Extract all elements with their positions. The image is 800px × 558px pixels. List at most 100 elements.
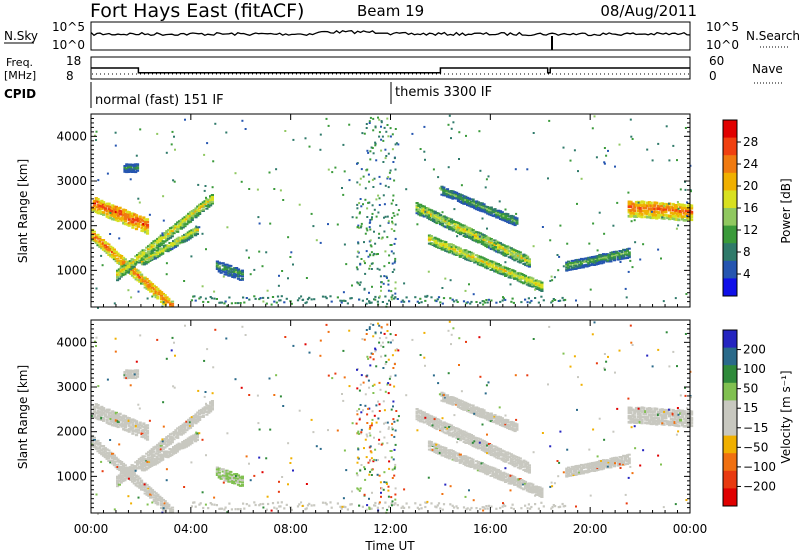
power-cell	[448, 166, 450, 168]
power-cell	[146, 218, 149, 221]
power-cell	[136, 163, 139, 165]
power-cell	[369, 150, 371, 152]
power-cell	[629, 205, 632, 208]
power-cell	[531, 278, 534, 280]
power-cell	[395, 238, 397, 240]
power-cell	[485, 299, 487, 301]
velocity-cell	[209, 410, 212, 412]
velocity-cell	[97, 404, 100, 407]
velocity-cell	[194, 413, 197, 415]
power-cell	[557, 254, 559, 256]
power-cell	[502, 300, 504, 302]
power-cell	[650, 202, 653, 205]
nave-label: Nave	[752, 62, 783, 76]
colorbar-tick-label: 28	[743, 135, 758, 149]
power-cell	[362, 203, 364, 205]
power-cell	[328, 169, 330, 171]
velocity-cell	[171, 436, 174, 438]
velocity-cell	[490, 413, 493, 415]
power-cell	[451, 246, 453, 248]
power-cell	[677, 201, 679, 203]
power-cell	[439, 214, 442, 216]
power-cell	[373, 231, 375, 233]
power-cell	[369, 265, 371, 267]
velocity-cell	[435, 428, 438, 430]
power-cell	[424, 296, 426, 298]
power-cell	[255, 298, 257, 300]
velocity-cell	[173, 438, 176, 440]
power-cell	[506, 213, 509, 215]
power-cell	[490, 207, 493, 209]
power-cell	[184, 119, 186, 121]
power-cell	[373, 152, 375, 154]
power-cell	[428, 271, 430, 273]
power-cell	[361, 132, 363, 134]
power-cell	[465, 290, 467, 292]
velocity-cell	[120, 461, 123, 463]
power-cell	[551, 279, 553, 281]
power-cell	[657, 143, 659, 145]
power-cell	[326, 118, 328, 120]
velocity-cell	[515, 428, 518, 430]
power-cell	[372, 129, 374, 131]
power-cell	[388, 153, 390, 155]
power-cell	[437, 298, 439, 300]
power-cell	[527, 301, 529, 303]
power-cell	[195, 300, 197, 302]
power-y-axis-title: Slant Range [km]	[16, 159, 30, 263]
power-cell	[365, 187, 367, 189]
power-cell	[371, 268, 373, 270]
power-cell	[391, 296, 393, 298]
power-cell	[482, 218, 484, 220]
power-cell	[137, 225, 140, 228]
power-cell	[475, 301, 477, 303]
freq-tick-bottom: 8	[66, 69, 74, 83]
power-cell	[281, 270, 283, 272]
power-cell	[383, 275, 385, 277]
power-cell	[382, 140, 384, 142]
velocity-cell	[430, 441, 433, 443]
power-cell	[620, 261, 622, 263]
power-cell	[357, 268, 359, 270]
power-cell	[439, 301, 441, 303]
power-cell	[273, 188, 275, 190]
power-cell	[146, 221, 149, 224]
power-cell	[421, 301, 423, 303]
power-cell	[136, 170, 139, 172]
power-cell	[632, 138, 634, 140]
velocity-cell	[218, 473, 221, 475]
velocity-cell	[116, 464, 119, 466]
power-cell	[371, 218, 373, 220]
power-cell	[676, 228, 678, 230]
power-cell	[356, 207, 358, 209]
power-cell	[312, 225, 314, 227]
power-cell	[501, 211, 504, 213]
velocity-cell	[108, 409, 111, 412]
power-cell	[559, 225, 561, 227]
velocity-panel-background	[91, 320, 690, 513]
power-cell	[394, 296, 396, 298]
power-cell	[372, 179, 374, 181]
power-cell	[286, 298, 288, 300]
power-cell	[381, 238, 383, 240]
power-cell	[319, 149, 321, 151]
nave-tick-bottom: 0	[709, 69, 717, 83]
power-cell	[356, 266, 358, 268]
nsky-trace	[91, 31, 690, 36]
power-cell	[632, 266, 634, 268]
power-cell	[666, 125, 668, 127]
power-cell	[95, 139, 97, 141]
power-cell	[590, 289, 592, 291]
colorbar-segment	[723, 261, 737, 279]
power-cell	[548, 120, 550, 122]
power-cell	[228, 297, 230, 299]
power-cell	[166, 273, 168, 275]
power-cell	[366, 123, 368, 125]
velocity-cell	[146, 430, 149, 433]
power-cell	[437, 176, 439, 178]
power-cell	[391, 244, 393, 246]
power-cell	[357, 282, 359, 284]
power-cell	[471, 253, 474, 255]
velocity-cell	[146, 438, 149, 441]
